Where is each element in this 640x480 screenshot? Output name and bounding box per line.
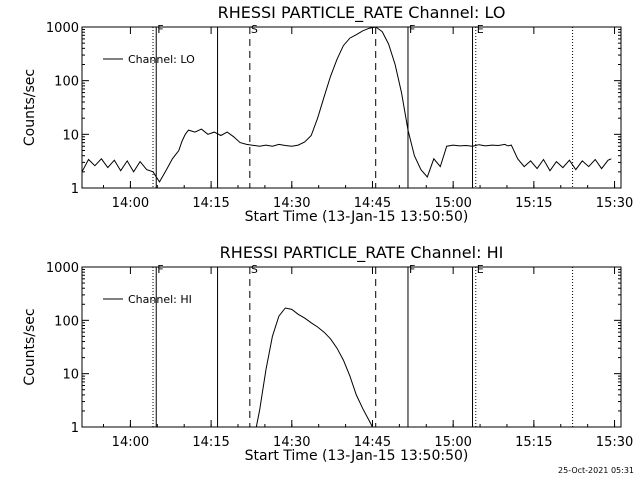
chart2-plot-frame xyxy=(81,266,622,428)
chart1-x-tick-label: 14:45 xyxy=(354,196,391,211)
chart1-plot-frame xyxy=(81,26,622,189)
chart2-y-tick-label: 1 xyxy=(71,421,79,436)
chart2-x-tick-label: 14:45 xyxy=(354,435,391,450)
chart2-series-line xyxy=(255,307,373,428)
chart1-y-tick-label: 1000 xyxy=(46,21,79,36)
chart1-y-tick-label: 10 xyxy=(62,128,79,143)
chart1-legend-label: Channel: LO xyxy=(128,53,195,66)
chart1-title: RHESSI PARTICLE_RATE Channel: LO xyxy=(218,3,506,23)
chart1-x-tick-label: 15:30 xyxy=(596,196,633,211)
chart2-flag-label: F xyxy=(157,263,163,276)
chart2-x-axis-label: Start Time (13-Jan-15 13:50:50) xyxy=(245,448,469,464)
chart1-y-tick-label: 1 xyxy=(71,182,79,197)
chart1-flag-label: S xyxy=(251,23,258,36)
chart1-x-tick-label: 15:00 xyxy=(434,196,471,211)
chart2-x-tick-label: 14:30 xyxy=(273,435,310,450)
chart1-x-tick-label: 15:15 xyxy=(515,196,552,211)
chart1-flag-label: F xyxy=(157,23,163,36)
chart2-title: RHESSI PARTICLE_RATE Channel: HI xyxy=(220,243,504,263)
chart1-y-tick-label: 100 xyxy=(54,75,79,90)
chart2-y-axis-label: Counts/sec xyxy=(22,308,38,385)
chart2-y-tick-label: 1000 xyxy=(46,261,79,276)
chart2-x-tick-label: 15:15 xyxy=(515,435,552,450)
chart2-flag-label: S xyxy=(251,263,258,276)
chart2-flag-label: F xyxy=(409,263,415,276)
chart2-x-tick-label: 15:00 xyxy=(434,435,471,450)
chart1-series-line xyxy=(81,26,612,183)
chart1-y-axis-label: Counts/sec xyxy=(22,69,38,146)
chart1-x-tick-label: 14:00 xyxy=(112,196,149,211)
timestamp: 25-Oct-2021 05:31 xyxy=(558,466,634,475)
chart2-flag-label: E xyxy=(477,263,484,276)
chart2-x-tick-label: 14:15 xyxy=(192,435,229,450)
chart1-x-tick-label: 14:15 xyxy=(192,196,229,211)
chart1-flag-label: F xyxy=(409,23,415,36)
chart2-x-tick-label: 14:00 xyxy=(112,435,149,450)
chart2-y-tick-label: 100 xyxy=(54,314,79,329)
chart2-y-tick-label: 10 xyxy=(62,368,79,383)
chart1-flag-label: E xyxy=(477,23,484,36)
chart2-x-tick-label: 15:30 xyxy=(596,435,633,450)
chart1-x-tick-label: 14:30 xyxy=(273,196,310,211)
chart2-legend-label: Channel: HI xyxy=(128,293,192,306)
chart1-x-axis-label: Start Time (13-Jan-15 13:50:50) xyxy=(245,209,469,225)
